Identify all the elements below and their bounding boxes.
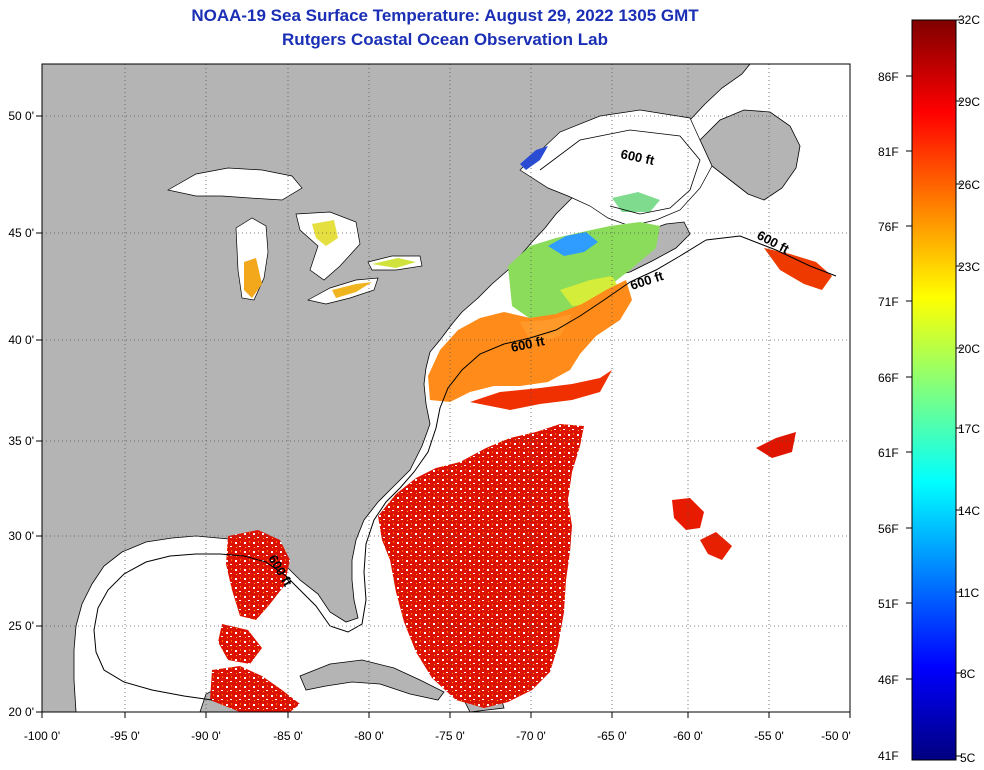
sst-gulf-mexico-1: [226, 530, 290, 620]
lon-label: -90 0': [191, 729, 221, 743]
cb-celsius-label: 11C: [958, 586, 979, 600]
cb-fahrenheit-label: 41F: [878, 749, 899, 763]
sst-lake-erie: [332, 282, 372, 298]
lat-label: 35 0': [8, 434, 34, 448]
sst-lake-michigan: [244, 258, 262, 298]
map-frame: [41, 63, 851, 713]
cb-celsius-label: 5C: [960, 751, 976, 765]
contour-600ft: [93, 235, 837, 701]
contour-st-lawrence: [539, 129, 701, 215]
sst-shelf-orange: [520, 314, 572, 344]
land-newfoundland: [699, 109, 801, 201]
sst-lake-huron: [312, 220, 338, 246]
gulf-st-lawrence: [519, 109, 713, 227]
lat-label: 45 0': [8, 226, 34, 240]
cb-fahrenheit-label: 46F: [878, 673, 899, 687]
lon-label: -95 0': [110, 729, 140, 743]
sst-caribbean: [210, 666, 300, 712]
cb-celsius-label: 23C: [958, 260, 980, 274]
map-title: NOAA-19 Sea Surface Temperature: August …: [191, 6, 699, 25]
lat-label: 50 0': [8, 109, 34, 123]
cb-fahrenheit-label: 81F: [878, 145, 899, 159]
sst-gulf-mexico-2: [218, 624, 262, 664]
axis-ticks: [36, 115, 851, 718]
colorbar: 32C 29C 26C 23C 20C 17C 14C 11C 8C 5C 86…: [878, 13, 980, 765]
sst-sargasso: [378, 424, 584, 708]
cb-fahrenheit-label: 71F: [878, 295, 899, 309]
map-area: 600 ft 600 ft 600 ft 600 ft 600 ft: [42, 64, 850, 712]
cb-fahrenheit-label: 66F: [878, 371, 899, 385]
sst-lake-huron-2: [372, 258, 416, 268]
lon-tick-labels: -100 0' -95 0' -90 0' -85 0' -80 0' -75 …: [24, 729, 851, 743]
cb-fahrenheit-label: 51F: [878, 597, 899, 611]
cb-fahrenheit-label: 76F: [878, 220, 899, 234]
contour-label-1: 600 ft: [619, 146, 656, 168]
sst-offshore-4: [700, 532, 732, 560]
lat-tick-labels: 20 0' 25 0' 30 0' 35 0' 40 0' 45 0' 50 0…: [8, 109, 34, 719]
lon-label: -85 0': [273, 729, 303, 743]
land-cuba: [299, 659, 445, 701]
cb-celsius-label: 17C: [958, 422, 980, 436]
lake-superior: [167, 167, 303, 201]
cb-celsius-label: 14C: [958, 504, 980, 518]
sst-st-lawrence-cyan: [612, 192, 660, 212]
lon-label: -70 0': [516, 729, 546, 743]
lon-label: -75 0': [435, 729, 465, 743]
sst-gulf-stream-north: [470, 370, 612, 410]
sst-offshore-3: [764, 248, 832, 290]
cb-fahrenheit-label: 86F: [878, 70, 899, 84]
lat-label: 20 0': [8, 705, 34, 719]
map-grid: [42, 64, 850, 712]
sst-gulf-of-maine: [508, 222, 660, 320]
lat-label: 40 0': [8, 333, 34, 347]
lake-huron: [295, 211, 361, 281]
cb-celsius-label: 20C: [958, 342, 980, 356]
sst-bay-of-fundy: [548, 232, 598, 256]
cb-celsius-label: 26C: [958, 178, 980, 192]
lon-label: -65 0': [597, 729, 627, 743]
lat-label: 25 0': [8, 619, 34, 633]
map-subtitle: Rutgers Coastal Ocean Observation Lab: [282, 30, 608, 49]
cb-celsius-label: 8C: [960, 667, 976, 681]
sst-offshore-2: [756, 432, 796, 458]
sst-st-lawrence-blue: [520, 146, 548, 170]
lon-label: -100 0': [24, 729, 60, 743]
colorbar-gradient: [911, 19, 957, 761]
cb-celsius-label: 29C: [958, 95, 980, 109]
cb-fahrenheit-label: 61F: [878, 446, 899, 460]
cb-celsius-label: 32C: [958, 13, 980, 27]
cb-fahrenheit-label: 56F: [878, 522, 899, 536]
sst-mid-atlantic: [428, 280, 632, 402]
lon-label: -80 0': [354, 729, 384, 743]
contour-label-4: 600 ft: [510, 333, 547, 355]
lon-label: -55 0': [754, 729, 784, 743]
lon-label: -50 0': [821, 729, 851, 743]
lon-label: -60 0': [673, 729, 703, 743]
sst-offshore-1: [672, 498, 704, 530]
lat-label: 30 0': [8, 529, 34, 543]
